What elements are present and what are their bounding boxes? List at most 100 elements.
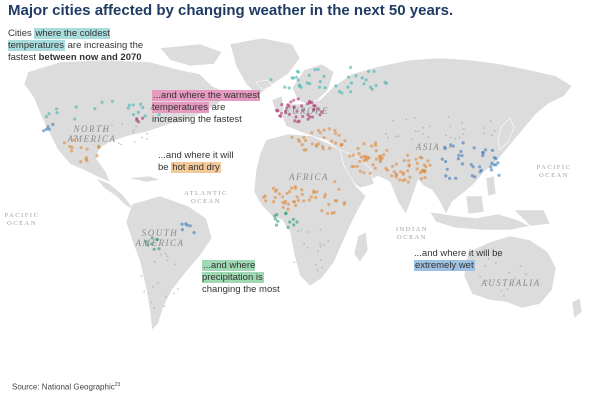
city-dot-cold	[316, 67, 320, 72]
city-dot-dry	[385, 168, 390, 172]
annotation-wet: ...and where it will be extremely wet	[414, 248, 504, 272]
city-dot-cold	[384, 81, 388, 85]
city-dot-wet	[489, 165, 493, 169]
city-dot-wet	[449, 143, 453, 147]
annotation-warm-post: are increasing the fastest	[152, 102, 242, 125]
city-dot-dry	[373, 141, 378, 145]
city-dot-dry	[322, 136, 326, 140]
city-dot-wet	[470, 174, 474, 178]
city-dot-cold	[362, 82, 366, 86]
city-dot-none	[397, 135, 400, 138]
city-dot-dry	[310, 131, 314, 135]
city-dot-precipitation	[144, 240, 148, 244]
city-dot-warm	[320, 110, 324, 114]
city-dot-dry	[382, 153, 386, 157]
city-dot-none	[514, 278, 516, 280]
city-dot-wet	[460, 154, 464, 158]
city-dot-cold	[349, 81, 354, 85]
city-dot-dry	[357, 152, 361, 156]
city-dot-dry	[378, 156, 382, 160]
city-dot-dry	[366, 155, 370, 159]
city-dot-dry	[348, 154, 352, 158]
madagascar	[353, 231, 369, 263]
city-dot-none	[508, 271, 511, 274]
city-dot-dry	[323, 195, 327, 199]
city-dot-cold	[374, 83, 378, 88]
city-dot-none	[323, 244, 325, 247]
city-dot-cold	[360, 76, 364, 80]
city-dot-wet	[481, 151, 485, 155]
city-dot-none	[143, 290, 146, 293]
city-dot-wet	[180, 222, 184, 226]
city-dot-dry	[293, 186, 298, 190]
city-dot-none	[519, 265, 522, 267]
city-dot-dry	[307, 198, 311, 202]
city-dot-dry	[355, 164, 359, 169]
city-dot-none	[100, 124, 102, 127]
city-dot-none	[462, 133, 465, 136]
annotation-wet-pre: ...and where it will be	[414, 248, 503, 259]
city-dot-dry	[337, 133, 341, 137]
arctic-islands	[159, 43, 223, 67]
city-dot-dry	[285, 191, 289, 195]
city-dot-wet	[459, 149, 463, 154]
city-dot-dry	[68, 144, 72, 149]
city-dot-wet	[478, 165, 482, 169]
city-dot-dry	[290, 186, 294, 190]
city-dot-warm	[306, 113, 310, 117]
city-dot-none	[486, 279, 488, 282]
city-dot-dry	[362, 142, 366, 146]
city-dot-dry	[320, 209, 324, 213]
label-south-america-line2: AMERICA	[135, 238, 185, 248]
city-dot-dry	[300, 143, 304, 147]
city-dot-none	[410, 138, 413, 141]
city-dot-warm	[301, 108, 305, 112]
city-dot-dry	[300, 192, 304, 196]
city-dot-none	[297, 230, 299, 233]
city-dot-dry	[343, 139, 347, 143]
city-dot-wet	[489, 168, 494, 172]
city-dot-none	[387, 136, 389, 139]
city-dot-wet	[454, 176, 458, 180]
city-dot-none	[319, 246, 322, 248]
city-dot-dry	[304, 148, 308, 152]
city-dot-none	[449, 136, 452, 139]
city-dot-dry	[286, 202, 291, 206]
city-dot-cold	[47, 112, 51, 116]
city-dot-dry	[334, 141, 338, 145]
city-dot-cold	[305, 81, 309, 85]
city-dot-none	[132, 131, 134, 134]
city-dot-dry	[292, 200, 296, 204]
city-dot-dry	[318, 131, 322, 135]
city-dot-dry	[327, 127, 331, 131]
label-australia: AUSTRALIA	[481, 278, 541, 288]
city-dot-none	[500, 290, 503, 292]
city-dot-none	[306, 246, 309, 249]
city-dot-dry	[401, 172, 405, 176]
city-dot-cold	[100, 100, 104, 104]
city-dot-dry	[402, 159, 406, 163]
city-dot-warm	[289, 100, 293, 104]
city-dot-warm	[284, 110, 288, 114]
city-dot-dry	[358, 159, 362, 163]
city-dot-dry	[62, 141, 67, 145]
label-north-america: NORTH AMERICA	[62, 124, 122, 144]
city-dot-none	[97, 144, 100, 147]
city-dot-wet	[496, 161, 500, 165]
city-dot-dry	[415, 167, 419, 171]
city-dot-none	[306, 231, 308, 233]
annotation-cold-post: are increasing the fastest	[8, 40, 144, 63]
city-dot-dry	[326, 211, 330, 215]
city-dot-warm	[287, 112, 291, 116]
city-dot-wet	[457, 153, 461, 157]
annotation-wet-highlight: extremely wet	[414, 260, 475, 271]
city-dot-cold	[340, 91, 344, 95]
city-dot-warm	[285, 106, 289, 110]
city-dot-dry	[390, 164, 395, 168]
city-dot-cold	[367, 69, 371, 73]
label-indian-line2: OCEAN	[397, 234, 427, 241]
city-dot-none	[413, 117, 416, 119]
city-dot-dry	[406, 153, 410, 157]
city-dot-precipitation	[155, 238, 159, 242]
city-dot-dry	[373, 166, 377, 170]
